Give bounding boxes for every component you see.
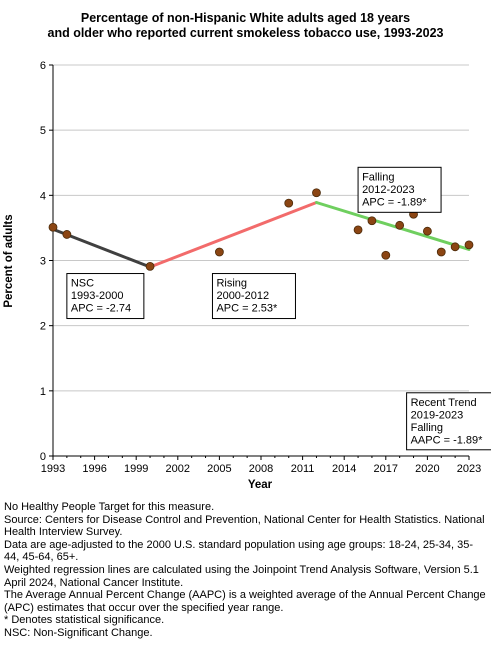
x-tick-label: 2011 xyxy=(291,463,315,475)
annotation-text: Falling xyxy=(362,171,394,183)
y-tick-label: 1 xyxy=(40,386,46,398)
x-tick-label: 1999 xyxy=(124,463,148,475)
x-tick-label: 1996 xyxy=(82,463,106,475)
chart-title: Percentage of non-Hispanic White adults … xyxy=(0,11,491,41)
footnotes: No Healthy People Target for this measur… xyxy=(4,501,488,640)
footnote-significance: * Denotes statistical significance. xyxy=(4,614,165,627)
y-tick-label: 2 xyxy=(40,321,46,333)
data-point xyxy=(48,222,58,232)
footnote-aapc: The Average Annual Percent Change (AAPC)… xyxy=(4,589,486,614)
data-point xyxy=(381,250,391,260)
x-tick-label: 2002 xyxy=(166,463,190,475)
data-point xyxy=(450,242,460,252)
data-point xyxy=(395,220,405,230)
annotation-text: APC = -2.74 xyxy=(71,303,131,315)
footnote-source: Source: Centers for Disease Control and … xyxy=(4,513,485,539)
trend-line-rising xyxy=(148,201,318,269)
data-point xyxy=(367,216,377,226)
data-point xyxy=(422,226,432,236)
trend-line-falling xyxy=(314,201,471,251)
annotation-text: Recent Trend xyxy=(411,397,477,409)
annotation-text: APC = -1.89* xyxy=(362,196,427,208)
y-tick-label: 0 xyxy=(40,451,46,463)
axes: 0 1 2 3 4 5 6 1993 1996 1999 2002 2005 2008 2011 2014 2… xyxy=(40,60,481,475)
annotation-text: 1993-2000 xyxy=(71,290,124,302)
annotation-text: NSC xyxy=(71,278,94,290)
data-point xyxy=(353,225,363,235)
annotation-text: 2019-2023 xyxy=(411,409,464,421)
y-tick-label: 4 xyxy=(40,190,46,202)
x-tick-label: 2014 xyxy=(332,463,356,475)
data-point xyxy=(145,261,155,271)
annotation-text: 2000-2012 xyxy=(216,290,269,302)
chart-title-line-1: Percentage of non-Hispanic White adults … xyxy=(80,11,411,25)
data-point xyxy=(464,240,474,250)
x-tick-label: 2020 xyxy=(415,463,439,475)
annotation-frame xyxy=(406,392,491,451)
data-points xyxy=(48,188,474,271)
y-tick-label: 3 xyxy=(40,256,46,268)
annotation-frame xyxy=(211,273,296,320)
annotation-text: Falling xyxy=(411,422,443,434)
annotation-text: APC = 2.53* xyxy=(216,303,278,315)
gridlines xyxy=(53,64,469,392)
annotation-text: AAPC = -1.89* xyxy=(411,434,484,446)
chart-title-line-2: and older who reported current smokeless… xyxy=(47,26,444,40)
x-tick-label: 2005 xyxy=(207,463,231,475)
annotation-frame xyxy=(66,273,145,320)
footnote-healthy-people: No Healthy People Target for this measur… xyxy=(4,501,215,513)
annotation-frame xyxy=(357,166,442,213)
y-tick-label: 6 xyxy=(40,60,46,72)
footnote-age-adjustment: Data are age-adjusted to the 2000 U.S. s… xyxy=(4,538,474,564)
annotation-text: 2012-2023 xyxy=(362,184,415,196)
y-tick-label: 5 xyxy=(40,125,46,137)
data-point xyxy=(436,247,446,257)
x-tick-label: 2017 xyxy=(374,463,398,475)
x-tick-label: 2023 xyxy=(457,463,481,475)
x-tick-label: 1993 xyxy=(41,463,65,475)
x-axis-label: Year xyxy=(248,479,273,491)
x-tick-label: 2008 xyxy=(249,463,273,475)
footnote-regression: Weighted regression lines are calculated… xyxy=(4,563,479,589)
data-point xyxy=(62,230,72,239)
data-point xyxy=(214,247,224,257)
footnote-nsc: NSC: Non-Significant Change. xyxy=(4,626,153,639)
line-chart: 0 1 2 3 4 5 6 1993 1996 1999 2002 2005 2008 2011 2014 2… xyxy=(3,60,491,491)
y-axis-label: Percent of adults xyxy=(3,214,15,307)
data-point xyxy=(312,188,321,198)
data-point xyxy=(284,198,294,208)
annotation-text: Rising xyxy=(216,278,247,290)
